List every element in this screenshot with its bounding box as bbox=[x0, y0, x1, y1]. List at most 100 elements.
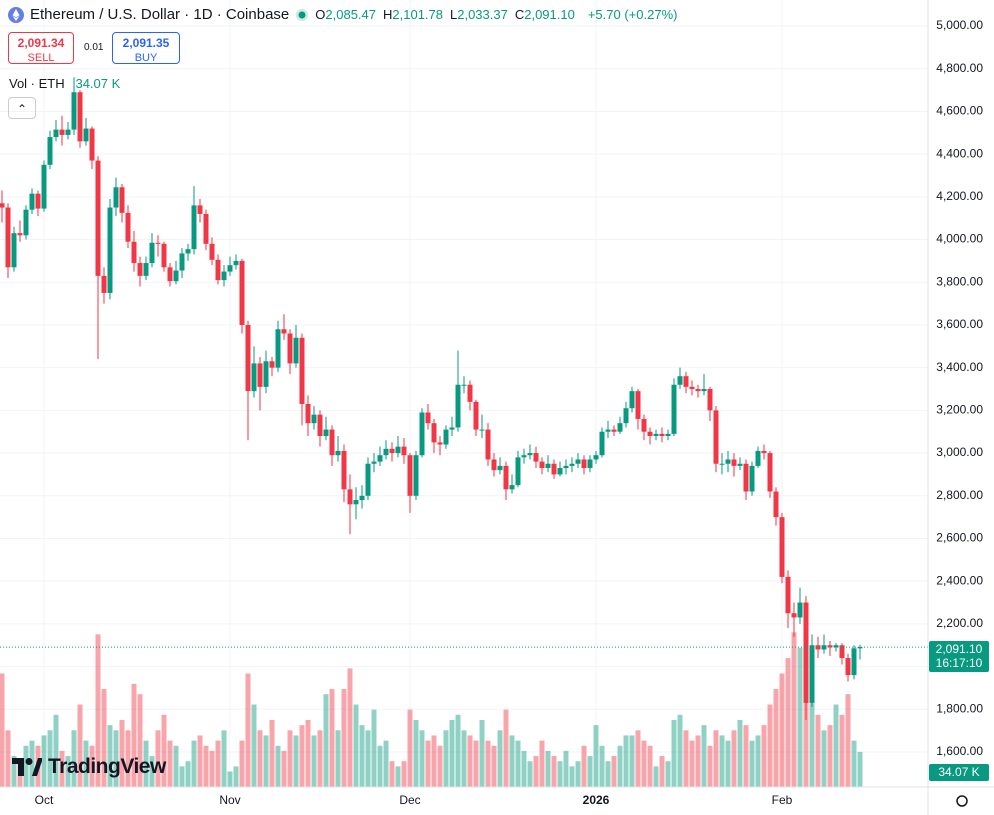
candle-body bbox=[317, 414, 323, 436]
volume-bar bbox=[437, 745, 443, 787]
volume-bar bbox=[95, 634, 101, 787]
candle-body bbox=[485, 429, 491, 460]
volume-bar bbox=[677, 714, 683, 787]
candle-body bbox=[371, 461, 377, 464]
volume-bar bbox=[701, 725, 707, 787]
volume-bar bbox=[845, 694, 851, 787]
sell-label: SELL bbox=[27, 52, 55, 64]
volume-bar bbox=[221, 730, 227, 787]
volume-bar bbox=[71, 730, 77, 787]
candle-body bbox=[155, 242, 161, 244]
candle-body bbox=[467, 384, 473, 402]
candle-body bbox=[659, 433, 665, 436]
buy-button[interactable]: 2,091.35 BUY bbox=[112, 32, 180, 64]
candle-body bbox=[509, 485, 515, 490]
candle-body bbox=[611, 429, 617, 432]
y-tick-label: 5,000.00 bbox=[936, 18, 983, 32]
candle-body bbox=[359, 495, 365, 501]
volume-bar bbox=[251, 704, 257, 787]
volume-bar bbox=[431, 735, 437, 787]
candle-body bbox=[47, 137, 53, 165]
volume-bar bbox=[131, 683, 137, 787]
candle-body bbox=[533, 453, 539, 462]
candle-body bbox=[65, 129, 71, 135]
volume-bar bbox=[797, 647, 803, 787]
volume-bar bbox=[449, 719, 455, 787]
y-tick-label: 2,200.00 bbox=[936, 616, 983, 630]
sell-button[interactable]: 2,091.34 SELL bbox=[8, 32, 74, 64]
candle-body bbox=[323, 429, 329, 436]
volume-bar bbox=[623, 735, 629, 787]
volume-bar bbox=[731, 730, 737, 787]
volume-bar bbox=[107, 725, 113, 787]
candle-body bbox=[473, 401, 479, 430]
candle-body bbox=[377, 455, 383, 462]
volume-bar bbox=[227, 771, 233, 787]
volume-bar bbox=[815, 714, 821, 787]
volume-bar bbox=[113, 730, 119, 787]
volume-bar bbox=[317, 730, 323, 787]
y-tick-label: 4,800.00 bbox=[936, 61, 983, 75]
candle-body bbox=[221, 271, 227, 281]
volume-bar bbox=[581, 745, 587, 787]
candle-body bbox=[281, 329, 287, 334]
volume-bar bbox=[425, 740, 431, 787]
volume-bar bbox=[509, 735, 515, 787]
ohlc-value: 2,091.10 bbox=[524, 7, 575, 22]
volume-bar bbox=[305, 719, 311, 787]
volume-legend: Vol · ETH 34.07 K bbox=[9, 76, 120, 91]
volume-bar bbox=[185, 761, 191, 787]
buy-label: BUY bbox=[134, 52, 158, 64]
candle-body bbox=[725, 459, 731, 464]
candle-body bbox=[809, 645, 815, 703]
candle-body bbox=[203, 213, 209, 244]
candle-body bbox=[389, 448, 395, 454]
candle-body bbox=[563, 465, 569, 469]
volume-bar bbox=[551, 756, 557, 787]
candle-body bbox=[263, 361, 269, 387]
volume-bar bbox=[275, 745, 281, 787]
volume-bar bbox=[503, 709, 509, 787]
volume-bar bbox=[137, 694, 143, 787]
candle-body bbox=[545, 463, 551, 469]
volume-bar bbox=[197, 735, 203, 787]
candle-body bbox=[167, 267, 173, 282]
volume-bar bbox=[689, 740, 695, 787]
candle-body bbox=[479, 429, 485, 431]
candle-body bbox=[83, 128, 89, 142]
status-dot bbox=[296, 8, 309, 21]
candle-body bbox=[689, 386, 695, 390]
volume-bar bbox=[527, 761, 533, 787]
candle-body bbox=[185, 249, 191, 254]
y-tick-label: 3,800.00 bbox=[936, 274, 983, 288]
candle-body bbox=[773, 491, 779, 518]
volume-bar bbox=[245, 673, 251, 787]
volume-bar bbox=[209, 750, 215, 787]
spread: 0.01 bbox=[84, 42, 104, 53]
y-tick-label: 4,000.00 bbox=[936, 232, 983, 246]
countdown: 16:17:10 bbox=[935, 656, 983, 670]
last-price-badge: 2,091.10 16:17:10 bbox=[929, 641, 989, 672]
volume-bar bbox=[791, 632, 797, 787]
candle-body bbox=[455, 384, 461, 428]
candle-body bbox=[695, 389, 701, 392]
candle-body bbox=[365, 463, 371, 496]
candle-body bbox=[5, 207, 11, 268]
candle-body bbox=[851, 648, 857, 676]
logo: TradingView bbox=[12, 755, 166, 779]
symbol-title[interactable]: Ethereum / U.S. Dollar · 1D · Coinbase bbox=[30, 6, 290, 23]
collapse-button[interactable]: ⌃ bbox=[8, 97, 36, 119]
candle-body bbox=[623, 408, 629, 424]
volume-bar bbox=[755, 735, 761, 787]
candle-body bbox=[425, 412, 431, 424]
candle-body bbox=[305, 403, 311, 424]
candle-body bbox=[341, 450, 347, 490]
candle-body bbox=[671, 384, 677, 434]
logo-text: TradingView bbox=[48, 755, 166, 778]
candle-body bbox=[647, 431, 653, 436]
candle-body bbox=[347, 489, 353, 505]
volume-bar bbox=[407, 709, 413, 787]
volume-bar bbox=[779, 673, 785, 787]
candle-body bbox=[257, 363, 263, 387]
volume-bar bbox=[719, 735, 725, 787]
